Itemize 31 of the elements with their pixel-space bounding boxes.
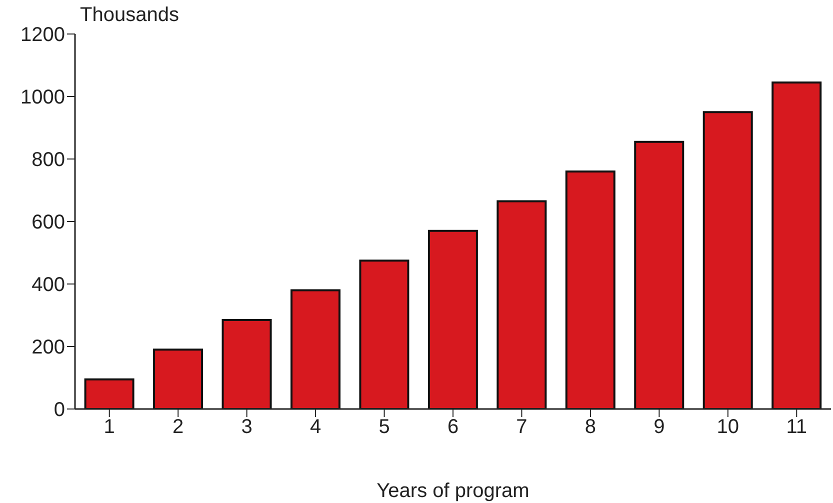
x-tick-label: 9 (654, 416, 665, 438)
x-tick-label: 7 (516, 416, 528, 438)
bar (428, 230, 478, 409)
y-axis-title: Thousands (80, 4, 179, 27)
y-tick-label: 400 (32, 274, 65, 296)
bar (153, 348, 204, 409)
y-tick-label: 0 (54, 399, 65, 422)
bar (290, 289, 340, 409)
y-tick-label: 1200 (20, 24, 65, 46)
x-tick-label: 2 (172, 416, 184, 438)
x-tick-label: 1 (104, 416, 115, 438)
bar (222, 318, 272, 409)
x-tick-label: 8 (584, 416, 596, 438)
y-tick-label: 600 (32, 212, 65, 234)
bar (772, 81, 822, 409)
bar (702, 111, 753, 409)
bar (359, 260, 410, 409)
x-tick-label: 5 (378, 416, 390, 438)
bar (84, 378, 134, 409)
bar (496, 200, 547, 409)
x-axis-title: Years of program (376, 480, 530, 502)
x-tick-label: 3 (241, 416, 252, 438)
x-tick-label: 4 (310, 416, 322, 438)
x-tick-label: 10 (716, 416, 740, 438)
bar (565, 170, 616, 409)
y-tick-label: 800 (32, 149, 65, 172)
y-tick-label: 200 (32, 336, 65, 359)
bar (634, 140, 684, 409)
x-tick-label: 11 (786, 416, 808, 438)
x-tick-label: 6 (447, 416, 459, 438)
y-tick-label: 1000 (20, 86, 65, 109)
